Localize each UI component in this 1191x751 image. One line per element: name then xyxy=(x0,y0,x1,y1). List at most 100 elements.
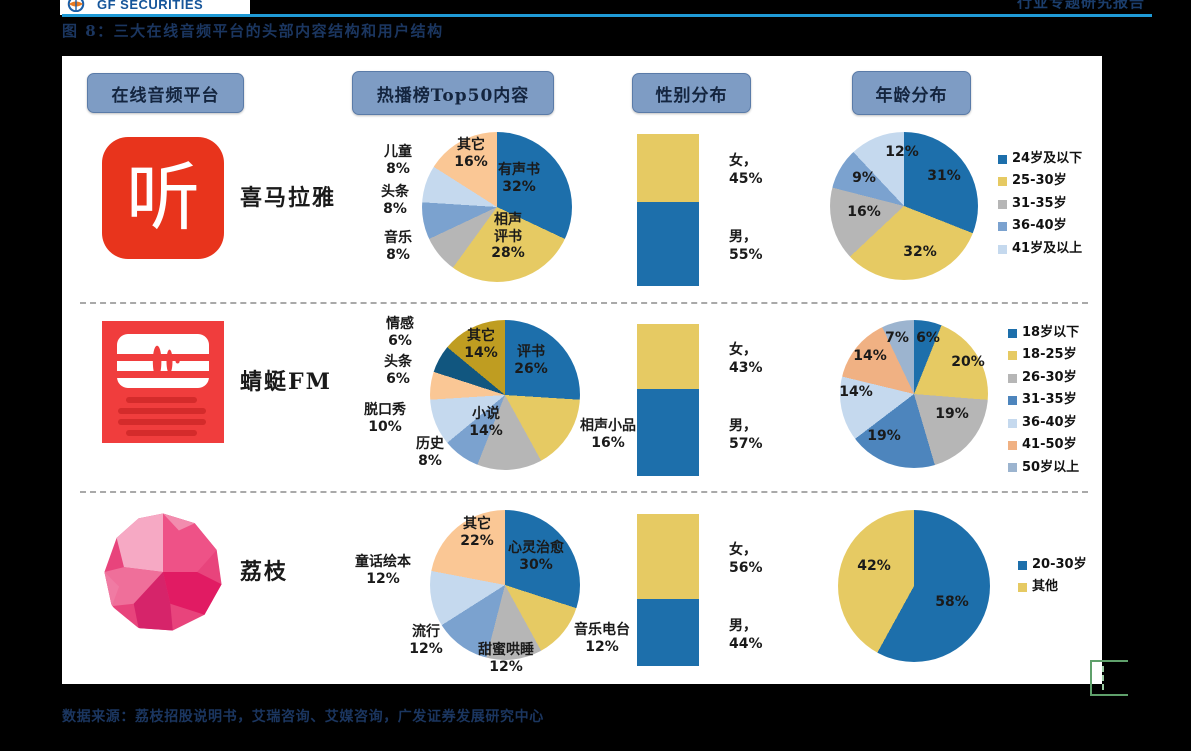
gender-bar-lizhi: 女， 56% 男， 44% xyxy=(637,514,817,666)
pie-slice-label: 相声小品 16% xyxy=(580,418,636,451)
gender-bar-ximalaya: 女， 45% 男， 55% xyxy=(637,134,817,286)
figure-canvas: 在线音频平台 热播榜Top50内容 性别分布 年龄分布 听 喜马拉雅 有声书 3… xyxy=(62,56,1102,684)
content-pie-qingting: 评书 26% 相声小品 16% 小说 14% 历史 8% 脱口秀 10% 头条 … xyxy=(352,306,652,491)
pie-slice-label: 流行 12% xyxy=(409,624,443,657)
legend-label: 31-35岁 xyxy=(1012,195,1067,211)
pie-slice-label: 31% xyxy=(927,168,961,184)
figure-caption: 图 8：三大在线音频平台的头部内容结构和用户结构 xyxy=(62,22,444,40)
legend-item: 31-35岁 xyxy=(1008,391,1079,409)
pie-slice-label: 7% xyxy=(885,330,909,346)
pie-slice-label: 历史 8% xyxy=(416,436,444,469)
gender-bar-male xyxy=(637,599,699,666)
legend-item: 36-40岁 xyxy=(998,217,1082,235)
gender-bar-female xyxy=(637,514,699,600)
pie-graphic xyxy=(430,510,580,660)
radio-line xyxy=(117,418,206,426)
legend-swatch-icon xyxy=(1018,583,1027,593)
pie-graphic xyxy=(430,320,580,470)
pie-slice-label: 42% xyxy=(857,558,891,574)
pie-slice-label: 有声书 32% xyxy=(498,162,540,195)
age-legend: 20-30岁其他 xyxy=(1018,556,1087,601)
legend-item: 50岁以上 xyxy=(1008,459,1079,477)
legend-label: 50岁以上 xyxy=(1022,459,1080,475)
age-pie-qingting: 6% 20% 19% 19% 14% 14% 7% 18岁以下 18-25岁 26-… xyxy=(802,306,1102,491)
legend-swatch-icon xyxy=(998,177,1007,187)
radio-body-shape xyxy=(116,334,210,389)
legend-swatch-icon xyxy=(998,154,1007,164)
legend-item: 20-30岁 xyxy=(1018,556,1087,574)
legend-swatch-icon xyxy=(998,244,1007,254)
waveform-icon xyxy=(146,337,180,386)
pie-slice-label: 32% xyxy=(903,244,937,260)
platform-name: 喜马拉雅 xyxy=(240,185,337,211)
legend-label: 20-30岁 xyxy=(1032,557,1087,572)
platform-name: 蜻蜓FM xyxy=(240,369,332,395)
pie-slice-label: 儿童 8% xyxy=(384,144,412,177)
page-watermark xyxy=(1090,660,1128,696)
pie-slice-label: 童话绘本 12% xyxy=(355,554,411,587)
legend-label: 36-40岁 xyxy=(1022,414,1077,430)
legend-swatch-icon xyxy=(998,199,1007,209)
pie-slice-label: 脱口秀 10% xyxy=(364,402,406,435)
legend-item: 41岁及以上 xyxy=(998,240,1082,258)
platform-cell: 听 喜马拉雅 xyxy=(82,132,342,282)
pie-slice-label: 小说 14% xyxy=(469,406,503,439)
pie-slice-label: 20% xyxy=(951,354,985,370)
gender-label-male: 男， 57% xyxy=(729,417,763,452)
gender-label-male: 男， 44% xyxy=(729,617,763,652)
pie-slice-label: 甜蜜哄睡 12% xyxy=(478,642,534,675)
pie-slice-label: 其它 14% xyxy=(464,328,498,361)
legend-label: 24岁及以下 xyxy=(1012,151,1083,166)
pie-slice-label: 评书 26% xyxy=(514,344,548,377)
ximalaya-logo-icon: 听 xyxy=(102,137,224,259)
platform-row-qingting: 蜻蜓FM 评书 26% 相声小品 16% 小说 14% 历史 8% 脱口秀 10… xyxy=(62,306,1102,491)
legend-item: 26-30岁 xyxy=(1008,369,1079,387)
pie-graphic xyxy=(830,132,978,280)
column-header-platform: 在线音频平台 xyxy=(87,73,244,113)
pie-slice-label: 相声 评书 28% xyxy=(491,212,525,262)
gender-bar-male xyxy=(637,389,699,476)
content-pie-ximalaya: 有声书 32% 相声 评书 28% 音乐 8% 头条 8% 儿童 8% 其它 1… xyxy=(352,122,622,302)
pie-slice-label: 9% xyxy=(852,170,876,186)
gender-label-female: 女， 43% xyxy=(729,341,763,376)
legend-swatch-icon xyxy=(998,222,1007,232)
pie-slice-label: 音乐 8% xyxy=(384,230,412,263)
pie-slice-label: 头条 8% xyxy=(381,184,409,217)
row-divider xyxy=(80,491,1088,493)
age-legend: 24岁及以下 25-30岁 31-35岁 36-40岁 41岁及以上 xyxy=(998,150,1082,262)
column-header-age: 年龄分布 xyxy=(852,71,971,115)
lizhi-logo-icon xyxy=(102,511,224,633)
legend-swatch-icon xyxy=(1008,396,1017,406)
legend-swatch-icon xyxy=(1008,351,1017,361)
brand-name: GF SECURITIES xyxy=(97,0,204,12)
gf-globe-logo-icon xyxy=(64,0,94,13)
header-rule xyxy=(62,14,1152,17)
gender-label-female: 女， 56% xyxy=(729,541,763,576)
legend-swatch-icon xyxy=(1008,440,1017,450)
pie-slice-label: 音乐电台 12% xyxy=(574,622,630,655)
radio-line xyxy=(126,396,198,404)
legend-item: 18-25岁 xyxy=(1008,346,1079,364)
legend-item: 其他 xyxy=(1018,578,1087,596)
pie-slice-label: 14% xyxy=(839,384,873,400)
age-pie-lizhi: 58% 42% 20-30岁 其他 xyxy=(802,496,1102,684)
pie-graphic xyxy=(840,320,988,468)
pie-slice-label: 头条 6% xyxy=(384,354,412,387)
pie-slice-label: 心灵治愈 30% xyxy=(508,540,564,573)
platform-cell: 蜻蜓FM xyxy=(82,316,342,466)
pie-slice-label: 6% xyxy=(916,330,940,346)
radio-line xyxy=(117,407,206,415)
pie-slice-label: 14% xyxy=(853,348,887,364)
legend-item: 24岁及以下 xyxy=(998,150,1082,168)
pie-slice-label: 16% xyxy=(847,204,881,220)
legend-label: 36-40岁 xyxy=(1012,218,1067,234)
legend-swatch-icon xyxy=(1018,560,1027,570)
pie-slice-label: 其它 22% xyxy=(460,516,494,549)
legend-item: 31-35岁 xyxy=(998,195,1082,213)
pie-slice-label: 19% xyxy=(935,406,969,422)
legend-swatch-icon xyxy=(1008,328,1017,338)
pie-slice-label: 12% xyxy=(885,144,919,160)
legend-item: 18岁以下 xyxy=(1008,324,1079,342)
legend-label: 25-30岁 xyxy=(1012,173,1067,189)
pie-slice-label: 情感 6% xyxy=(386,316,414,349)
